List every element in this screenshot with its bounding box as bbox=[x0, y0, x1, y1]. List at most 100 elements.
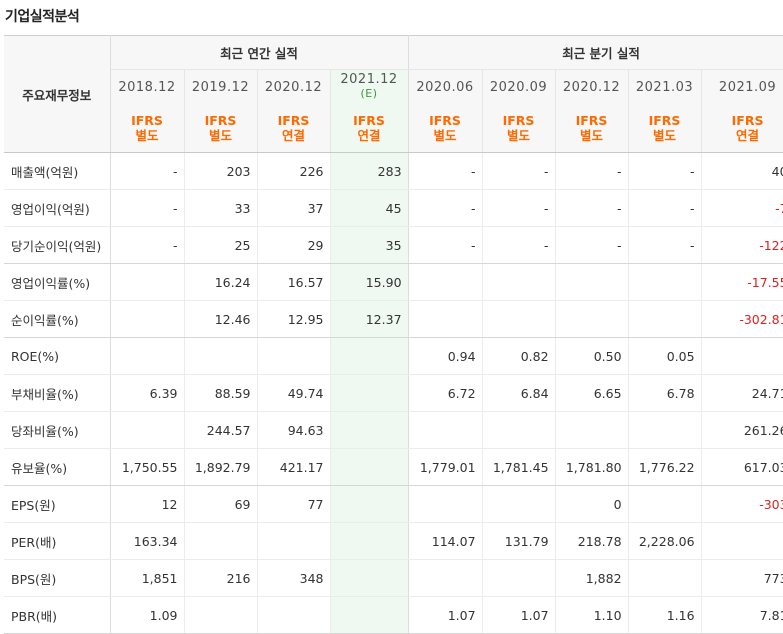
table-row: PER(배) 163.34 114.07 131.79 218.78 2,228.06 bbox=[4, 522, 783, 560]
table-cell: 1.07 bbox=[408, 596, 483, 634]
table-cell: 773 bbox=[701, 559, 783, 597]
accounting-standard-header: IFRS 별도 bbox=[628, 104, 702, 153]
period-label: 2021.03 bbox=[635, 79, 694, 95]
period-header: 2021.09 bbox=[701, 69, 783, 104]
row-label: 부채비율(%) bbox=[4, 374, 111, 412]
table-cell: 216 bbox=[184, 559, 258, 597]
accounting-standard-header: IFRS 별도 bbox=[482, 104, 556, 153]
accounting-standard-header: IFRS 연결 bbox=[257, 104, 331, 153]
table-cell: 1,750.55 bbox=[110, 448, 185, 486]
table-cell: 69 bbox=[184, 485, 258, 523]
table-cell: 16.57 bbox=[257, 263, 331, 301]
period-header: 2021.12 (E) bbox=[330, 69, 409, 104]
table-cell: 12.46 bbox=[184, 300, 258, 338]
table-cell bbox=[482, 485, 556, 523]
accounting-standard-header: IFRS 별도 bbox=[184, 104, 258, 153]
table-cell bbox=[330, 596, 409, 634]
consolidation-label: 연결 bbox=[736, 128, 760, 143]
period-header: 2021.03 bbox=[628, 69, 702, 104]
table-cell bbox=[110, 411, 185, 449]
table-cell: 114.07 bbox=[408, 522, 483, 560]
accounting-standard-header: IFRS 별도 bbox=[408, 104, 483, 153]
table-cell bbox=[110, 337, 185, 375]
table-cell: 1,779.01 bbox=[408, 448, 483, 486]
table-cell: 77 bbox=[257, 485, 331, 523]
period-label: 2020.06 bbox=[416, 79, 474, 95]
table-cell bbox=[555, 300, 629, 338]
table-cell: 1,882 bbox=[555, 559, 629, 597]
table-cell: 1,776.22 bbox=[628, 448, 702, 486]
period-label: 2018.12 bbox=[118, 79, 176, 95]
table-cell: - bbox=[628, 189, 702, 227]
table-cell: - bbox=[628, 152, 702, 190]
consolidation-label: 별도 bbox=[135, 128, 159, 143]
table-cell: - bbox=[110, 152, 185, 190]
row-label: 영업이익률(%) bbox=[4, 263, 111, 301]
table-cell: 1.10 bbox=[555, 596, 629, 634]
consolidation-label: 연결 bbox=[357, 128, 381, 143]
table-cell: 2,228.06 bbox=[628, 522, 702, 560]
table-cell: 6.39 bbox=[110, 374, 185, 412]
table-row: 유보율(%) 1,750.55 1,892.79 421.17 1,779.01 1,78… bbox=[4, 448, 783, 486]
table-cell: 0 bbox=[555, 485, 629, 523]
table-cell: 0.05 bbox=[628, 337, 702, 375]
table-cell: 348 bbox=[257, 559, 331, 597]
table-cell: - bbox=[408, 189, 483, 227]
standard-label: IFRS bbox=[575, 113, 608, 128]
row-label: 순이익률(%) bbox=[4, 300, 111, 338]
period-label: 2019.12 bbox=[191, 79, 250, 95]
table-row: 부채비율(%) 6.39 88.59 49.74 6.72 6.84 6.65 6.78 24.… bbox=[4, 374, 783, 412]
period-label: 2020.12 bbox=[264, 79, 323, 95]
table-cell bbox=[330, 522, 409, 560]
table-cell bbox=[628, 559, 702, 597]
table-cell: 261.26 bbox=[701, 411, 783, 449]
accounting-standard-header: IFRS 연결 bbox=[701, 104, 783, 153]
table-cell: 40 bbox=[701, 152, 783, 190]
table-cell bbox=[628, 300, 702, 338]
table-cell: 15.90 bbox=[330, 263, 409, 301]
table-cell bbox=[408, 559, 483, 597]
table-cell: - bbox=[110, 189, 185, 227]
table-cell: 218.78 bbox=[555, 522, 629, 560]
period-header: 2020.06 bbox=[408, 69, 483, 104]
table-cell: 226 bbox=[257, 152, 331, 190]
period-label: 2020.09 bbox=[489, 79, 548, 95]
table-cell: 0.50 bbox=[555, 337, 629, 375]
table-cell: 16.24 bbox=[184, 263, 258, 301]
table-cell: 24.71 bbox=[701, 374, 783, 412]
table-cell bbox=[408, 263, 483, 301]
table-cell bbox=[701, 337, 783, 375]
table-cell: 25 bbox=[184, 226, 258, 264]
table-cell bbox=[555, 411, 629, 449]
table-cell bbox=[330, 411, 409, 449]
table-cell bbox=[330, 374, 409, 412]
standard-label: IFRS bbox=[277, 113, 310, 128]
table-cell: 163.34 bbox=[110, 522, 185, 560]
table-cell: 88.59 bbox=[184, 374, 258, 412]
table-cell: 1,892.79 bbox=[184, 448, 258, 486]
label-column-header: 주요재무정보 bbox=[4, 35, 111, 153]
row-label: EPS(원) bbox=[4, 485, 111, 523]
table-cell: 1.09 bbox=[110, 596, 185, 634]
table-cell: 1,851 bbox=[110, 559, 185, 597]
table-cell bbox=[110, 300, 185, 338]
table-cell: 0.94 bbox=[408, 337, 483, 375]
table-cell: 244.57 bbox=[184, 411, 258, 449]
estimate-marker: (E) bbox=[360, 87, 378, 100]
table-cell: - bbox=[555, 189, 629, 227]
table-cell bbox=[184, 522, 258, 560]
row-label: 유보율(%) bbox=[4, 448, 111, 486]
table-cell: -122 bbox=[701, 226, 783, 264]
financial-table: 주요재무정보 최근 연간 실적 최근 분기 실적 2018.12 2019.12 2… bbox=[4, 35, 783, 634]
consolidation-label: 별도 bbox=[653, 128, 677, 143]
table-cell: 0.82 bbox=[482, 337, 556, 375]
table-cell bbox=[408, 485, 483, 523]
row-label: BPS(원) bbox=[4, 559, 111, 597]
table-cell: 203 bbox=[184, 152, 258, 190]
standard-label: IFRS bbox=[353, 113, 385, 128]
table-cell: 35 bbox=[330, 226, 409, 264]
